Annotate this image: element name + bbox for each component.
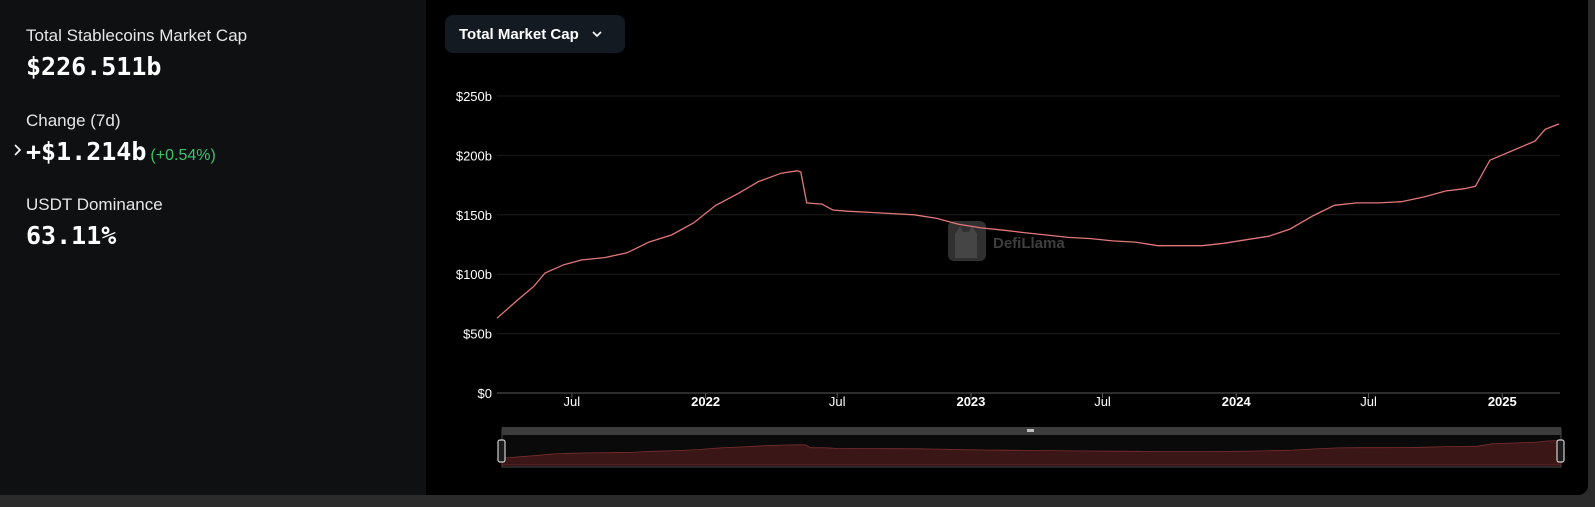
- chart-area: [426, 0, 1588, 495]
- stat-market-cap: Total Stablecoins Market Cap $226.511b: [26, 26, 247, 82]
- market-cap-chart[interactable]: $0 $50b $100b $150b $200b $250b Jul 2022 Jul 202…: [0, 0, 1588, 495]
- x-axis-ticks: Jul 2022 Jul 2023 Jul 2024 Jul 2025: [564, 393, 1517, 409]
- navigator-right-handle[interactable]: [1556, 439, 1565, 463]
- y-tick-label: $250b: [456, 89, 492, 104]
- metric-dropdown[interactable]: Total Market Cap: [445, 15, 625, 53]
- y-tick-label: $100b: [456, 267, 492, 282]
- x-tick-label: 2024: [1222, 394, 1252, 409]
- llama-logo-icon: [948, 221, 986, 261]
- stat-dominance-label: USDT Dominance: [26, 195, 163, 214]
- stat-dominance: USDT Dominance 63.11%: [26, 195, 163, 251]
- stat-market-cap-value: $226.511b: [26, 52, 162, 81]
- navigator-area: [501, 440, 1562, 466]
- llama-logo-icon-detail: [955, 226, 977, 258]
- navigator-grip-icon[interactable]: [1027, 429, 1034, 432]
- stats-panel: Total Stablecoins Market Cap $226.511b C…: [0, 0, 426, 495]
- x-tick-label: Jul: [1094, 394, 1111, 409]
- x-tick-label: 2025: [1488, 394, 1517, 409]
- grid-lines: [497, 95, 1560, 394]
- stat-change-values: +$1.214b (+0.54%): [26, 137, 216, 171]
- stat-change-label: Change (7d): [26, 111, 121, 130]
- watermark-text: DefiLlama: [993, 235, 1065, 252]
- y-tick-label: $0: [478, 386, 492, 401]
- y-axis-ticks: $0 $50b $100b $150b $200b $250b: [456, 89, 492, 401]
- stat-change-percent: (+0.54%): [150, 147, 216, 164]
- x-tick-label: Jul: [1360, 394, 1377, 409]
- y-tick-label: $150b: [456, 208, 492, 223]
- chevron-down-icon: [592, 31, 602, 38]
- y-tick-label: $200b: [456, 148, 492, 163]
- chevron-right-icon[interactable]: [10, 142, 26, 158]
- metric-dropdown-label: Total Market Cap: [459, 25, 579, 43]
- range-navigator[interactable]: [497, 427, 1565, 468]
- y-tick-label: $50b: [463, 327, 492, 342]
- x-tick-label: Jul: [829, 394, 846, 409]
- market-cap-line: [496, 123, 1560, 319]
- x-tick-label: 2023: [956, 394, 985, 409]
- stat-market-cap-label: Total Stablecoins Market Cap: [26, 26, 248, 45]
- x-tick-label: Jul: [564, 394, 581, 409]
- stat-change-value: +$1.214b: [26, 137, 147, 166]
- stat-change[interactable]: Change (7d) +$1.214b (+0.54%): [26, 111, 216, 171]
- navigator-left-handle[interactable]: [497, 439, 506, 463]
- stat-dominance-value: 63.11%: [26, 221, 117, 250]
- dashboard-frame: Total Stablecoins Market Cap $226.511b C…: [0, 0, 1588, 495]
- x-tick-label: 2022: [691, 394, 720, 409]
- watermark: DefiLlama: [948, 221, 1065, 261]
